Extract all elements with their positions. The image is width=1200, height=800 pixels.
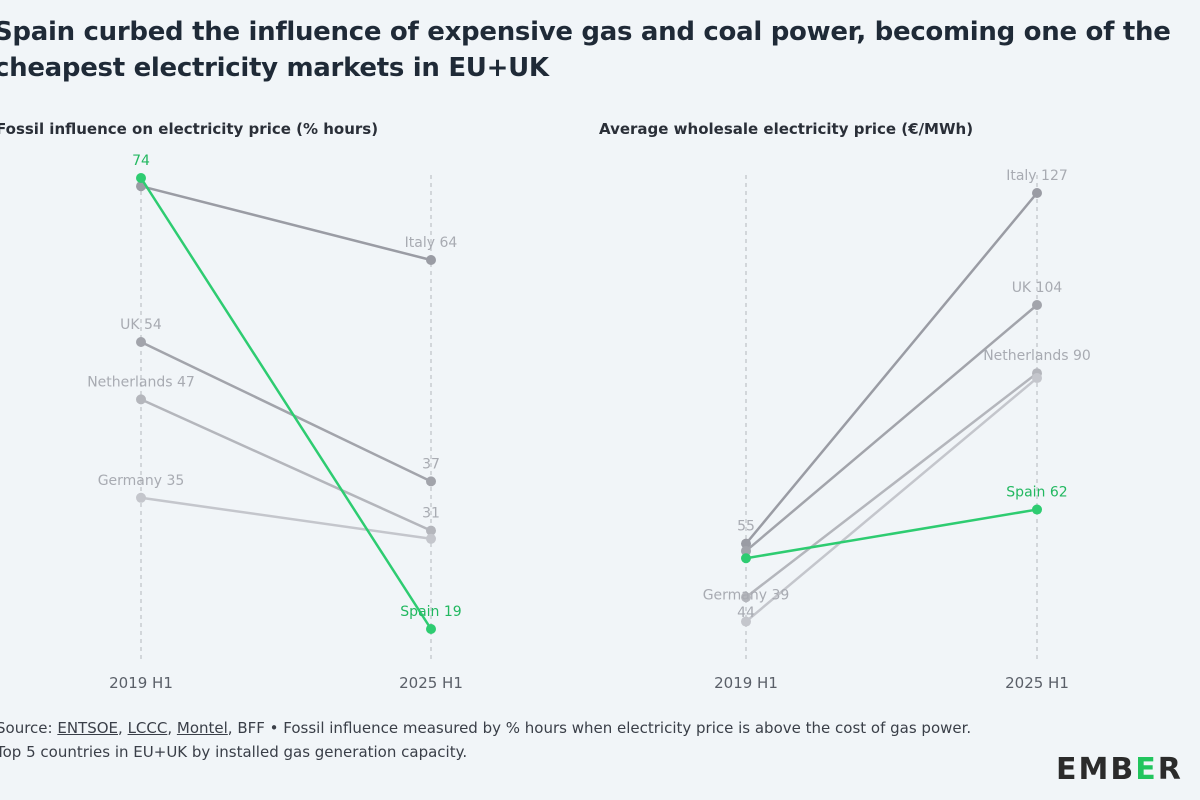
source-link-entsoe[interactable]: ENTSOE [57,719,119,737]
ember-logo: EMBER [1056,752,1183,787]
series-line-germany [745,377,1038,623]
point-germany-1 [1032,373,1042,384]
series-line-netherlands [140,398,432,532]
data-label-spain: 74 [132,153,150,169]
point-italy-1 [426,255,436,265]
data-label-netherlands: 44 [737,605,755,621]
point-uk-1 [426,476,436,487]
footer: Source: ENTSOE, LCCC, Montel, BFF • Foss… [0,716,1006,764]
data-label-spain: Spain 62 [1006,485,1067,501]
data-label-italy: Italy 64 [405,235,458,251]
data-label-uk: 37 [422,456,440,472]
data-label-italy: Italy 127 [1006,168,1068,184]
point-germany-0 [136,492,146,503]
point-germany-1 [426,533,436,544]
data-label-netherlands: Netherlands 47 [87,374,195,390]
left-chart-title: Fossil influence on electricity price (%… [0,120,379,138]
series-line-spain [745,508,1038,560]
point-uk-0 [136,337,146,347]
series-line-italy [140,184,432,262]
data-label-germany: Germany 39 [703,588,790,604]
source-link-montel[interactable]: Montel [176,719,228,737]
footer-note: Top 5 countries in EU+UK by installed ga… [0,743,468,761]
point-germany-0 [741,616,751,627]
data-label-netherlands: Netherlands 90 [983,348,1091,364]
point-spain-1 [426,624,436,634]
point-italy-1 [1032,188,1042,198]
data-label-spain: Spain 19 [400,604,461,620]
point-spain-0 [136,173,146,183]
right-chart-title: Average wholesale electricity price (€/M… [599,120,974,138]
point-netherlands-0 [741,592,751,603]
point-netherlands-0 [136,394,146,405]
point-uk-0 [741,545,751,556]
point-italy-0 [741,538,751,549]
source-link-lccc[interactable]: LCCC [127,719,168,737]
chart-title: Spain curbed the influence of expensive … [0,17,1171,83]
x-tick-label: 2019 H1 [714,674,778,692]
series-line-germany [140,496,432,541]
series-line-italy [745,192,1038,545]
data-label-germany: Germany 35 [98,473,185,489]
data-label-uk: UK 54 [120,317,162,333]
data-label-uk: UK 104 [1012,280,1063,296]
series-line-uk [745,304,1038,552]
point-netherlands-1 [426,525,436,536]
point-spain-0 [741,553,751,564]
point-spain-1 [1032,504,1042,515]
data-label-netherlands: 31 [422,506,440,522]
x-tick-label: 2019 H1 [109,674,173,692]
point-uk-1 [1032,300,1042,311]
series-line-netherlands [745,372,1038,599]
x-tick-label: 2025 H1 [399,674,463,692]
series-line-uk [140,340,432,483]
series-line-spain [139,177,433,630]
data-label-italy: 55 [737,519,755,535]
x-tick-label: 2025 H1 [1005,674,1069,692]
